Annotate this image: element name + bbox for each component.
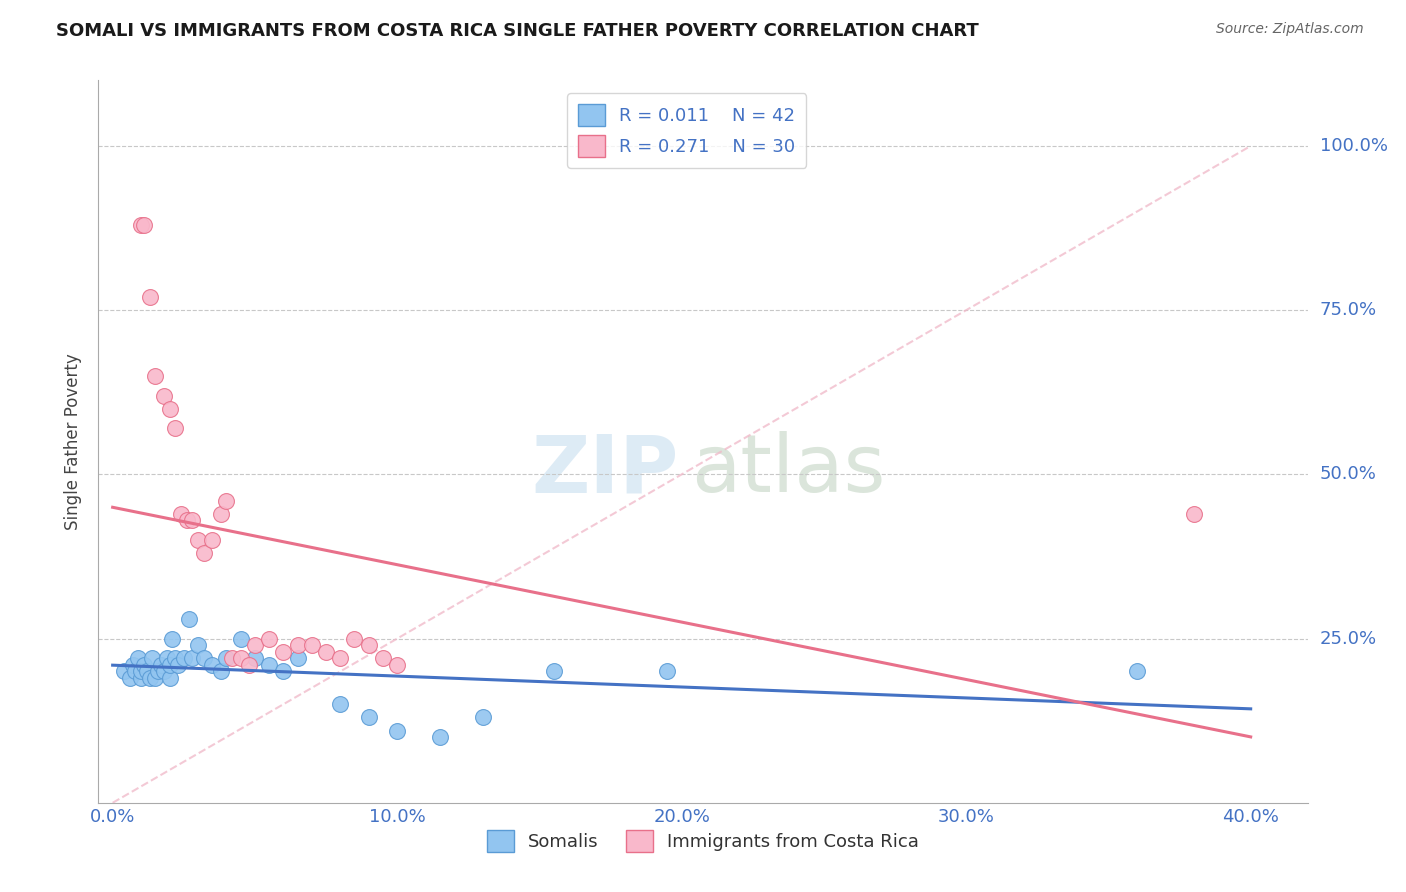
Text: ZIP: ZIP: [531, 432, 679, 509]
Point: [1126, 665, 1149, 679]
Legend: Somalis, Immigrants from Costa Rica: Somalis, Immigrants from Costa Rica: [479, 822, 927, 859]
Point: [187, 533, 209, 547]
Point: [156, 651, 179, 665]
Point: [181, 513, 204, 527]
Point: [143, 368, 166, 383]
Point: [159, 671, 181, 685]
Point: [132, 218, 155, 232]
Point: [165, 651, 187, 665]
Text: Source: ZipAtlas.com: Source: ZipAtlas.com: [1216, 22, 1364, 37]
Point: [121, 657, 143, 672]
Point: [229, 632, 252, 646]
Point: [257, 657, 280, 672]
Point: [201, 533, 224, 547]
Point: [343, 632, 366, 646]
Point: [201, 657, 224, 672]
Point: [221, 651, 243, 665]
Point: [329, 698, 352, 712]
Point: [385, 657, 408, 672]
Point: [143, 671, 166, 685]
Point: [153, 665, 176, 679]
Point: [243, 651, 266, 665]
Point: [287, 638, 309, 652]
Point: [1182, 507, 1205, 521]
Point: [301, 638, 323, 652]
Point: [138, 290, 160, 304]
Point: [118, 671, 141, 685]
Point: [146, 665, 169, 679]
Point: [193, 546, 215, 560]
Point: [129, 671, 152, 685]
Point: [132, 657, 155, 672]
Point: [159, 401, 181, 416]
Point: [215, 493, 238, 508]
Point: [371, 651, 394, 665]
Point: [357, 638, 380, 652]
Point: [273, 645, 295, 659]
Point: [135, 665, 157, 679]
Point: [273, 665, 295, 679]
Point: [329, 651, 352, 665]
Point: [112, 665, 135, 679]
Point: [287, 651, 309, 665]
Point: [429, 730, 451, 744]
Point: [187, 638, 209, 652]
Point: [357, 710, 380, 724]
Point: [167, 657, 190, 672]
Point: [179, 612, 201, 626]
Text: 25.0%: 25.0%: [1320, 630, 1376, 648]
Point: [129, 218, 152, 232]
Point: [170, 507, 193, 521]
Point: [153, 388, 176, 402]
Point: [385, 723, 408, 738]
Text: 50.0%: 50.0%: [1320, 466, 1376, 483]
Point: [471, 710, 494, 724]
Y-axis label: Single Father Poverty: Single Father Poverty: [65, 353, 83, 530]
Point: [173, 651, 195, 665]
Point: [141, 651, 163, 665]
Point: [215, 651, 238, 665]
Point: [209, 665, 232, 679]
Point: [162, 632, 184, 646]
Point: [193, 651, 215, 665]
Point: [657, 665, 679, 679]
Point: [138, 671, 160, 685]
Point: [165, 421, 187, 435]
Point: [229, 651, 252, 665]
Point: [238, 657, 260, 672]
Text: 75.0%: 75.0%: [1320, 301, 1376, 319]
Text: 100.0%: 100.0%: [1320, 137, 1388, 155]
Point: [181, 651, 204, 665]
Text: SOMALI VS IMMIGRANTS FROM COSTA RICA SINGLE FATHER POVERTY CORRELATION CHART: SOMALI VS IMMIGRANTS FROM COSTA RICA SIN…: [56, 22, 979, 40]
Point: [209, 507, 232, 521]
Point: [257, 632, 280, 646]
Point: [150, 657, 173, 672]
Point: [243, 638, 266, 652]
Point: [543, 665, 565, 679]
Point: [129, 665, 152, 679]
Point: [159, 657, 181, 672]
Point: [315, 645, 337, 659]
Text: atlas: atlas: [690, 432, 886, 509]
Point: [127, 651, 149, 665]
Point: [176, 513, 198, 527]
Point: [124, 665, 146, 679]
